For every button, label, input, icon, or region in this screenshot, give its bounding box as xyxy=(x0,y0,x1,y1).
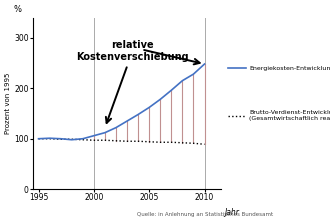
Text: relative
Kostenverschiebung: relative Kostenverschiebung xyxy=(76,40,189,123)
Text: Quelle: in Anlehnung an Statistisches Bundesamt: Quelle: in Anlehnung an Statistisches Bu… xyxy=(137,212,273,217)
Text: %: % xyxy=(14,5,22,14)
Y-axis label: Prozent von 1995: Prozent von 1995 xyxy=(5,73,12,134)
Text: Brutto-Verdienst-Entwicklung
(Gesamtwirtschaftlich real): Brutto-Verdienst-Entwicklung (Gesamtwirt… xyxy=(249,110,330,121)
Text: Jahr: Jahr xyxy=(224,208,239,217)
Text: Energiekosten-Entwicklung: Energiekosten-Entwicklung xyxy=(249,66,330,71)
